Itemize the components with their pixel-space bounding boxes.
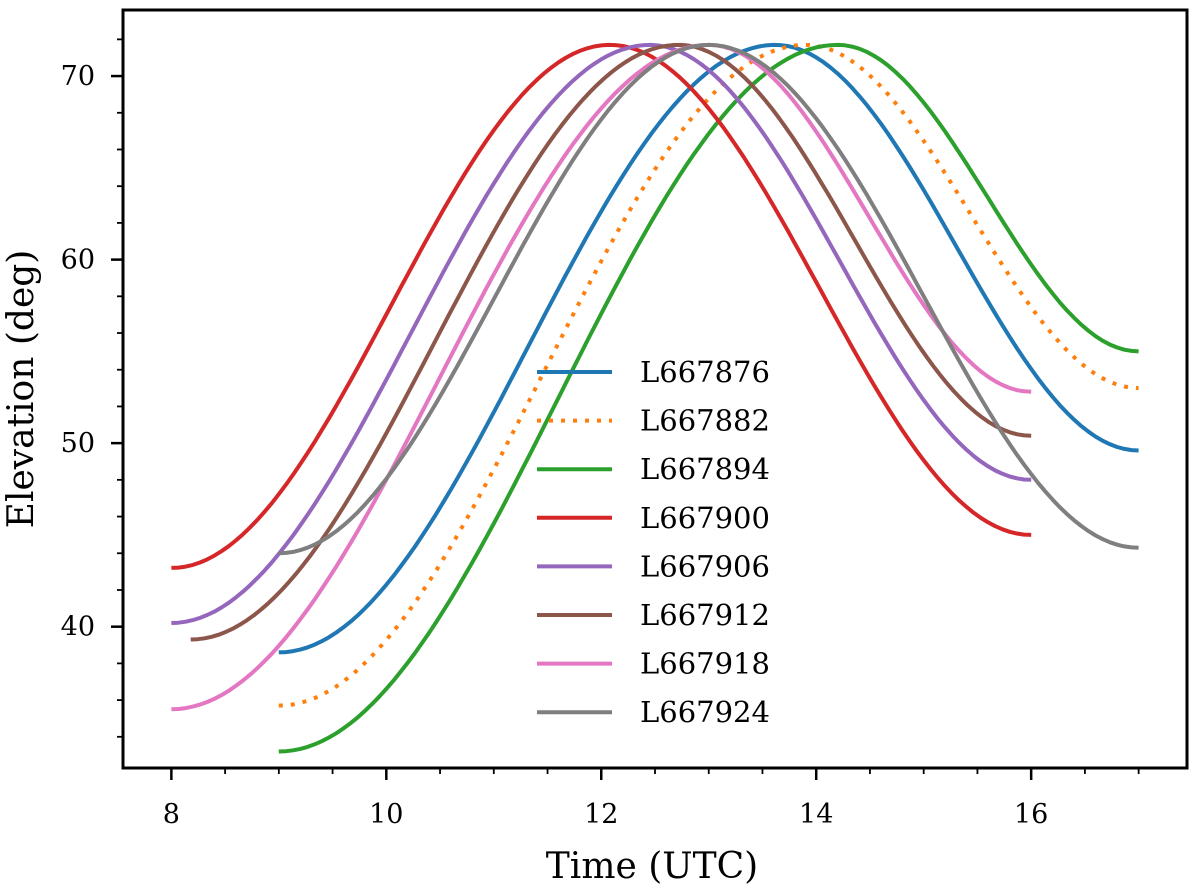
series-line-L667918 bbox=[171, 42, 1032, 712]
legend-label-L667906: L667906 bbox=[640, 549, 770, 583]
ticks-layer: 8 10 12 14 16 40 50 60 70 bbox=[61, 38, 1140, 830]
x-tick-label: 14 bbox=[799, 799, 833, 830]
series-line-L667882 bbox=[278, 42, 1139, 708]
x-tick-label: 8 bbox=[163, 799, 180, 830]
y-tick-label: 40 bbox=[61, 612, 95, 643]
legend-label-L667918: L667918 bbox=[640, 647, 770, 681]
x-axis-label: Time (UTC) bbox=[546, 846, 758, 887]
series-layer bbox=[171, 42, 1139, 754]
y-tick-label: 50 bbox=[61, 428, 95, 459]
series-line-L667924 bbox=[278, 42, 1139, 556]
series-line-L667912 bbox=[190, 42, 1032, 642]
x-tick-label: 10 bbox=[369, 799, 403, 830]
series-line-L667900 bbox=[171, 42, 1032, 570]
y-axis-label: Elevation (deg) bbox=[1, 250, 42, 529]
legend-label-L667882: L667882 bbox=[640, 404, 770, 438]
series-line-L667906 bbox=[171, 42, 1032, 625]
x-tick-label: 12 bbox=[584, 799, 618, 830]
legend: L667876 L667882 L667894 L667900 L667906 L6679… bbox=[537, 355, 770, 729]
legend-label-L667912: L667912 bbox=[640, 598, 770, 632]
legend-label-L667894: L667894 bbox=[640, 452, 770, 486]
x-tick-label: 16 bbox=[1014, 799, 1048, 830]
legend-label-L667924: L667924 bbox=[640, 695, 770, 729]
legend-label-L667876: L667876 bbox=[640, 355, 770, 389]
series-line-L667894 bbox=[278, 42, 1139, 754]
plot-frame bbox=[121, 8, 1189, 770]
y-tick-label: 70 bbox=[61, 61, 95, 92]
y-tick-label: 60 bbox=[61, 245, 95, 276]
legend-label-L667900: L667900 bbox=[640, 501, 770, 535]
